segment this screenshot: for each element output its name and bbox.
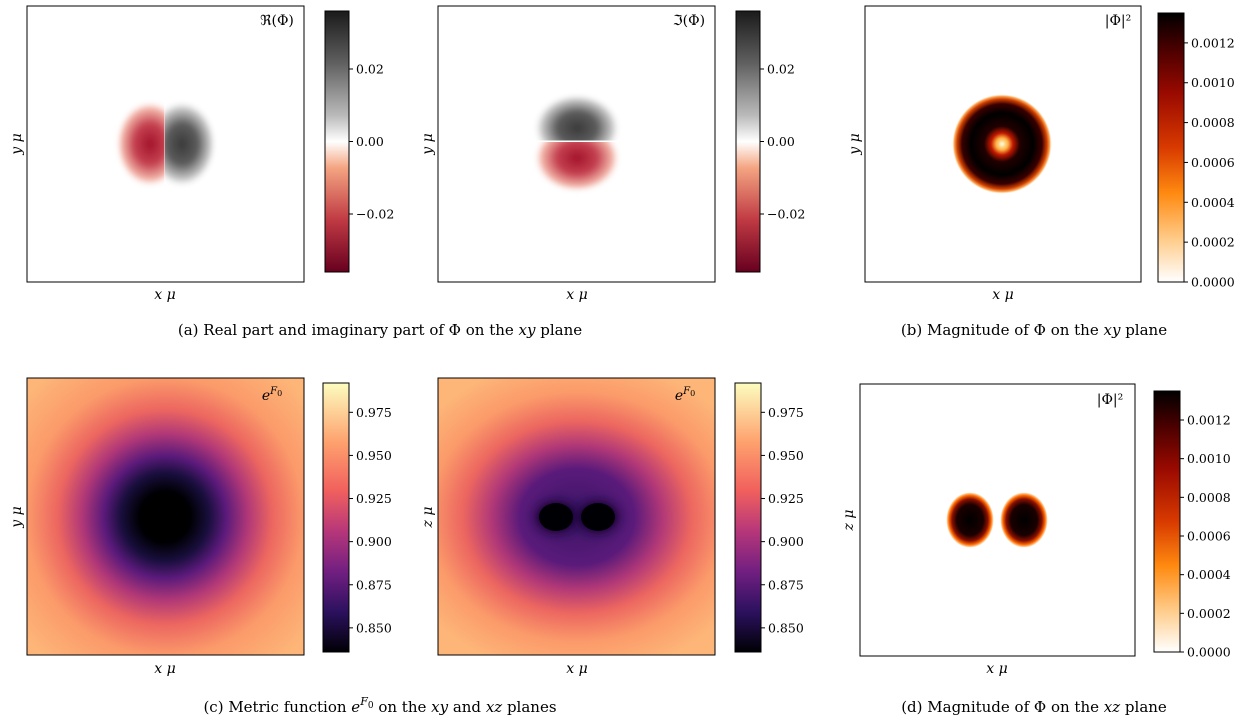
x-axis-label-metric-xz: x μ [566,661,587,677]
caption-b: (b) Magnitude of Φ on the xy plane [901,321,1167,339]
colorbar-tick-label: 0.0006 [1187,529,1231,544]
colorbar-tick-label: 0.0010 [1191,75,1235,90]
caption-d: (d) Magnitude of Φ on the xz plane [901,698,1167,716]
colorbar-tick-label: 0.900 [356,534,392,549]
panel-metric-xz: eF0 x μ z μ 0.850 0.875 0.900 0.925 0.950 0.9… [420,377,804,677]
heatmap-mag-phi-xy [952,94,1052,194]
colorbar-real: −0.02 0.00 0.02 [324,10,394,273]
colorbar-tick-label: 0.00 [356,134,384,149]
colorbar-tick-label: 0.02 [767,62,795,77]
panel-label-metric-xy: eF0 [262,386,282,404]
colorbar-tick-label: 0.875 [356,577,392,592]
heatmap-metric-xy [27,378,304,655]
colorbar-tick-label: 0.0000 [1187,645,1231,660]
y-axis-label-metric-xy: y μ [9,506,25,528]
panel-mag-phi-xy: |Φ|² x μ y μ 0.00000.00020.00040.00060.0… [847,5,1235,303]
colorbar-tick-label: 0.975 [768,405,804,420]
colorbar-mag-xy: 0.0000 0.0002 0.0004 0.0006 0.0008 0.0010 0.00… [1157,12,1235,290]
caption-c: (c) Metric function eF0 on the xy and xz… [203,695,556,716]
colorbar-tick-label: 0.850 [768,620,804,635]
panel-imag-phi: ℑ(Φ) x μ y μ −0.02 0.00 0.02 [420,5,805,303]
colorbar-tick-label: −0.02 [767,207,805,222]
heatmap-metric-xz [438,378,715,655]
heatmap-mag-phi-xz [946,492,1048,548]
colorbar-mag-xz: 0.0000 0.0002 0.0004 0.0006 0.0008 0.0010 0.00… [1153,390,1231,660]
heatmap-real-phi [115,100,217,188]
colorbar-tick-label: 0.900 [768,534,804,549]
colorbar-tick-label: 0.975 [356,405,392,420]
colorbar-tick-label: 0.0010 [1187,451,1231,466]
colorbar-tick-label: 0.0006 [1191,155,1235,170]
panel-label-mag-xz: |Φ|² [1097,392,1124,408]
colorbar-tick-label: 0.925 [768,491,804,506]
colorbar-metric-xy: 0.850 0.875 0.900 0.925 0.950 0.975 [322,382,392,653]
colorbar-tick-label: 0.0004 [1187,567,1231,582]
panel-mag-phi-xz: |Φ|² x μ z μ 0.00000.00020.00040.00060.0… [841,383,1231,677]
colorbar-tick-label: 0.875 [768,577,804,592]
heatmap-imag-phi [533,93,621,193]
colorbar-tick-label: 0.925 [356,491,392,506]
colorbar-tick-label: 0.850 [356,620,392,635]
colorbar-metric-xz: 0.850 0.875 0.900 0.925 0.950 0.975 [734,382,804,653]
x-axis-label-real: x μ [154,287,175,303]
colorbar-imag: −0.02 0.00 0.02 [735,10,805,273]
x-axis-label-imag: x μ [566,287,587,303]
x-axis-label-metric-xy: x μ [154,661,175,677]
colorbar-tick-label: 0.0000 [1191,275,1235,290]
y-axis-label-mag-xz: z μ [841,510,857,532]
colorbar-tick-label: 0.950 [768,448,804,463]
y-axis-label-imag: y μ [420,133,436,155]
colorbar-tick-label: 0.00 [767,134,795,149]
colorbar-tick-label: 0.02 [356,62,384,77]
colorbar-tick-label: 0.950 [356,448,392,463]
panel-label-imag: ℑ(Φ) [673,13,705,29]
x-axis-label-mag-xy: x μ [992,287,1013,303]
colorbar-tick-label: 0.0008 [1187,490,1231,505]
x-axis-label-mag-xz: x μ [986,661,1007,677]
panel-real-phi: ℜ(Φ) x μ y μ −0.02 0.00 0.02 [9,5,394,303]
panel-label-metric-xz: eF0 [675,386,695,404]
colorbar-tick-label: 0.0008 [1191,115,1235,130]
colorbar-tick-label: 0.0002 [1187,606,1231,621]
y-axis-label-mag-xy: y μ [847,133,863,155]
colorbar-tick-label: −0.02 [356,207,394,222]
y-axis-label-real: y μ [9,133,25,155]
colorbar-tick-label: 0.0012 [1191,35,1235,50]
colorbar-tick-label: 0.0004 [1191,195,1235,210]
y-axis-label-metric-xz: z μ [420,507,436,529]
caption-a: (a) Real part and imaginary part of Φ on… [178,321,582,339]
panel-metric-xy: eF0 x μ y μ 0.850 0.875 0.900 0.925 0.950 0.9… [9,377,392,677]
panel-label-mag-xy: |Φ|² [1105,13,1132,29]
panel-label-real: ℜ(Φ) [260,13,294,29]
colorbar-tick-label: 0.0002 [1191,235,1235,250]
colorbar-tick-label: 0.0012 [1187,413,1231,428]
